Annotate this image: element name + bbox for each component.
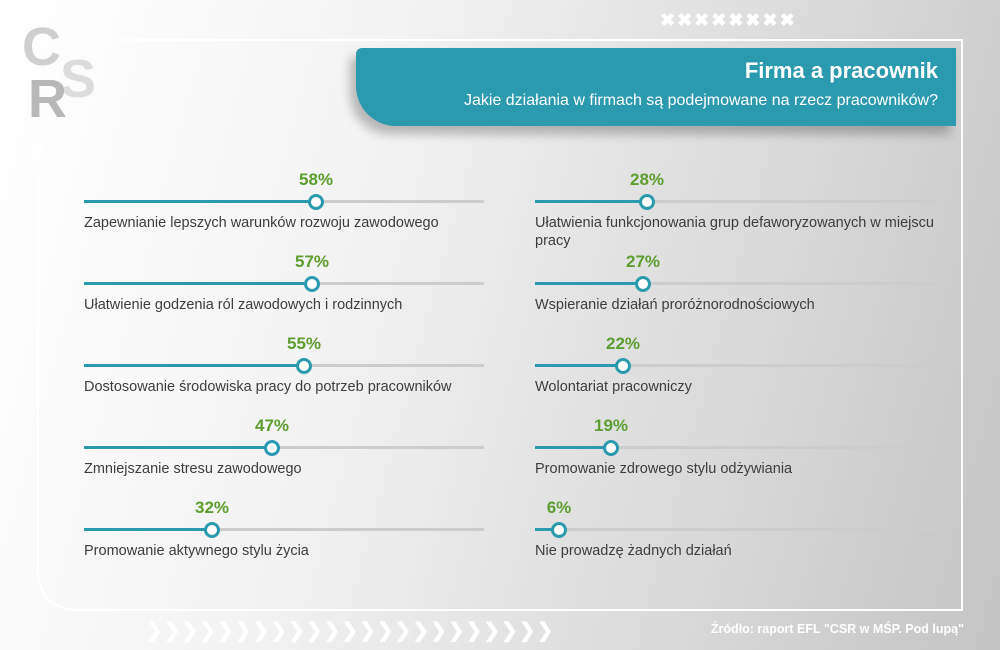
bar-fill (84, 282, 312, 285)
logo-letter-r: R (28, 69, 67, 129)
chart-item: 32% Promowanie aktywnego stylu życia (84, 498, 484, 580)
chart-item: 22% Wolontariat pracowniczy (535, 334, 935, 416)
bar-fill (535, 200, 647, 203)
bar-track (84, 446, 484, 449)
category-label: Promowanie zdrowego stylu odżywiania (535, 461, 793, 477)
category-label: Promowanie aktywnego stylu życia (84, 543, 309, 559)
bar-fill (84, 364, 304, 367)
bar-marker (639, 194, 655, 210)
data-label: 47% (254, 416, 290, 435)
bar-fill (535, 364, 623, 367)
bar-marker (308, 194, 324, 210)
category-label: Wolontariat pracowniczy (535, 379, 692, 395)
data-label: 32% (194, 498, 230, 517)
page-subtitle: Jakie działania w firmach są podejmowane… (463, 92, 938, 109)
bar-fill (535, 446, 611, 449)
bar-track (535, 528, 935, 531)
bar-track (535, 446, 935, 449)
bar-marker (264, 440, 280, 456)
bar-marker (603, 440, 619, 456)
x-marks-decoration: ✖✖✖✖✖✖✖✖ (660, 10, 797, 30)
data-label: 55% (286, 334, 322, 353)
logo-letter-s: S (60, 49, 97, 109)
data-label: 19% (593, 416, 629, 435)
data-label: 22% (605, 334, 641, 353)
chart-item: 28% Ułatwienia funkcjonowania grup defawo… (535, 170, 935, 252)
data-label: 57% (294, 252, 330, 271)
chart-item: 58% Zapewnianie lepszych warunków rozwoju… (84, 170, 484, 252)
chart-item: 6% Nie prowadzę żadnych działań (535, 498, 935, 580)
data-label: 27% (625, 252, 661, 271)
bar-marker (551, 522, 567, 538)
page-title: Firma a pracownik (744, 58, 938, 83)
bar-fill (535, 528, 559, 531)
bar-fill (84, 200, 316, 203)
bar-track (84, 528, 484, 531)
bar-fill (84, 528, 212, 531)
bar-track (535, 282, 935, 285)
bar-marker (296, 358, 312, 374)
bar-fill (84, 446, 272, 449)
data-label: 28% (629, 170, 665, 189)
category-label: Zmniejszanie stresu zawodowego (84, 461, 302, 477)
bar-track (535, 364, 935, 367)
chart-item: 47% Zmniejszanie stresu zawodowego (84, 416, 484, 498)
bar-marker (304, 276, 320, 292)
bar-track (535, 200, 935, 203)
bar-marker (204, 522, 220, 538)
chart-item: 57% Ułatwienie godzenia ról zawodowych i … (84, 252, 484, 334)
csr-logo: C S R (22, 17, 112, 126)
bar-fill (535, 282, 643, 285)
chart-item: 19% Promowanie zdrowego stylu odżywiania (535, 416, 935, 498)
chart-item: 27% Wspieranie działań proróżnorodnościow… (535, 252, 935, 334)
chevrons-decoration: ❯❯❯❯❯❯❯❯❯❯❯❯❯❯❯❯❯❯❯❯❯❯❯ (146, 620, 555, 642)
data-label: 58% (298, 170, 334, 189)
bar-marker (635, 276, 651, 292)
category-label: Nie prowadzę żadnych działań (535, 543, 732, 559)
chart-item: 55% Dostosowanie środowiska pracy do potr… (84, 334, 484, 416)
category-label: Wspieranie działań proróżnorodnościowych (535, 297, 815, 313)
header-banner: Firma a pracownik Jakie działania w firm… (356, 48, 956, 126)
category-label: Ułatwienie godzenia ról zawodowych i rod… (84, 297, 403, 313)
logo-letter-c: C (22, 17, 61, 77)
category-label: Ułatwienia funkcjonowania grup defaworyz… (535, 215, 934, 249)
source-note: Źródło: raport EFL "CSR w MŚP. Pod lupą" (710, 622, 964, 636)
data-label: 6% (546, 498, 572, 517)
category-label: Zapewnianie lepszych warunków rozwoju za… (84, 215, 439, 231)
category-label: Dostosowanie środowiska pracy do potrzeb… (84, 379, 452, 395)
bar-marker (615, 358, 631, 374)
